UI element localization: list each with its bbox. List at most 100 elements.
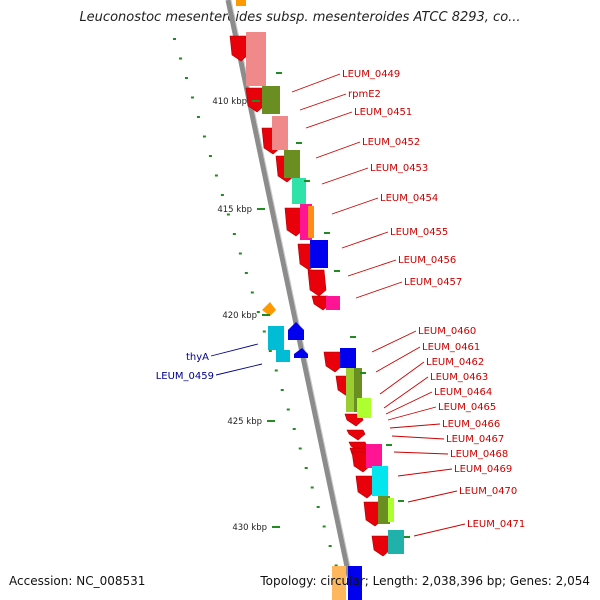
gene-block (332, 566, 346, 600)
tick-dot (256, 311, 260, 313)
gene-arrow (294, 348, 308, 358)
gene-label[interactable]: LEUM_0467 (446, 434, 504, 445)
gene-label[interactable]: thyA (186, 352, 209, 363)
gene-block (246, 32, 266, 86)
gene-label[interactable]: LEUM_0471 (467, 519, 525, 530)
gene-arrow (371, 535, 391, 557)
label-connector (305, 111, 353, 129)
gene-tick (350, 336, 356, 338)
gene-label[interactable]: LEUM_0456 (398, 255, 456, 266)
kbp-tick (252, 100, 260, 102)
gene-label[interactable]: LEUM_0449 (342, 69, 400, 80)
gene-tick (276, 72, 282, 74)
gene-block (276, 350, 290, 362)
gene-arrow (355, 475, 375, 499)
tick-dot (173, 38, 176, 40)
gene-arrow (346, 429, 366, 441)
label-connector (291, 73, 341, 93)
tick-dot (244, 272, 248, 274)
gene-label[interactable]: LEUM_0470 (459, 486, 517, 497)
gene-label[interactable]: LEUM_0466 (442, 419, 500, 430)
tick-dot (232, 233, 236, 235)
gene-arrow (351, 451, 371, 473)
gene-label[interactable]: LEUM_0459 (156, 371, 214, 382)
tick-dot (178, 57, 182, 60)
gene-label[interactable]: LEUM_0469 (454, 464, 512, 475)
kbp-label: 425 kbp (227, 417, 262, 427)
gene-label[interactable]: LEUM_0463 (430, 372, 488, 383)
gene-label[interactable]: LEUM_0455 (390, 227, 448, 238)
tick-dot (310, 486, 314, 489)
gene-block (272, 116, 288, 150)
gene-block (357, 398, 371, 418)
gene-label[interactable]: LEUM_0460 (418, 326, 476, 337)
gene-block (284, 150, 300, 178)
kbp-label: 430 kbp (232, 523, 267, 533)
label-connector (387, 406, 437, 421)
kbp-scale: 410 kbp 415 kbp 420 kbp 425 kbp 430 kbp (212, 97, 280, 533)
label-connector (331, 197, 379, 215)
gene-block (236, 0, 246, 6)
accession-text: Accession: NC_008531 (9, 574, 146, 588)
gene-label[interactable]: LEUM_0461 (422, 342, 480, 353)
gene-tick (386, 444, 392, 446)
gene-label[interactable]: LEUM_0457 (404, 277, 462, 288)
label-connector (210, 343, 259, 357)
gene-block (372, 466, 388, 496)
tick-dot (190, 96, 194, 99)
left-gene-track (236, 0, 308, 362)
label-connector (379, 361, 425, 395)
gene-label[interactable]: rpmE2 (348, 89, 381, 100)
tick-dot (298, 447, 302, 450)
tick-dot (250, 291, 254, 294)
tick-dot (286, 408, 290, 411)
genome-summary-text: Topology: circular; Length: 2,038,396 bp… (260, 574, 590, 588)
label-connector (355, 281, 403, 299)
gene-label[interactable]: LEUM_0468 (450, 449, 508, 460)
tick-dot (238, 252, 242, 255)
outer-tick-track (173, 38, 338, 567)
label-connector (391, 435, 445, 440)
gene-block (310, 240, 328, 268)
tick-dot (208, 155, 212, 157)
label-connector (371, 330, 417, 353)
gene-block (388, 530, 404, 554)
gene-label[interactable]: LEUM_0462 (426, 357, 484, 368)
label-connector (341, 231, 389, 249)
gene-block (308, 206, 314, 238)
gene-arrow (229, 35, 249, 62)
kbp-tick (257, 208, 265, 210)
label-connector (315, 141, 361, 159)
label-connector (215, 363, 263, 376)
gene-tick (360, 372, 366, 374)
gene-tick (304, 180, 310, 182)
gene-tick (334, 270, 340, 272)
tick-dot (280, 389, 284, 391)
gene-block (268, 326, 284, 350)
gene-arrow (284, 207, 304, 237)
tick-dot (334, 564, 338, 567)
outer-gene-track (246, 32, 410, 600)
gene-block (326, 296, 340, 310)
tick-dot (184, 77, 188, 79)
tick-dot (322, 525, 326, 528)
tick-dot (202, 135, 206, 138)
gene-block (262, 86, 280, 114)
gene-block (366, 444, 382, 468)
label-connector (321, 167, 369, 185)
gene-block (340, 348, 356, 368)
gene-block (378, 496, 390, 524)
label-connectors (210, 73, 466, 537)
tick-dot (316, 506, 320, 508)
gene-label[interactable]: LEUM_0454 (380, 193, 438, 204)
tick-dot (304, 467, 308, 469)
kbp-label: 420 kbp (222, 311, 257, 321)
gene-label[interactable]: LEUM_0464 (434, 387, 492, 398)
label-connector (407, 490, 458, 503)
gene-block (346, 368, 356, 412)
gene-label[interactable]: LEUM_0451 (354, 107, 412, 118)
gene-label[interactable]: LEUM_0453 (370, 163, 428, 174)
gene-label[interactable]: LEUM_0465 (438, 402, 496, 413)
gene-label[interactable]: LEUM_0452 (362, 137, 420, 148)
